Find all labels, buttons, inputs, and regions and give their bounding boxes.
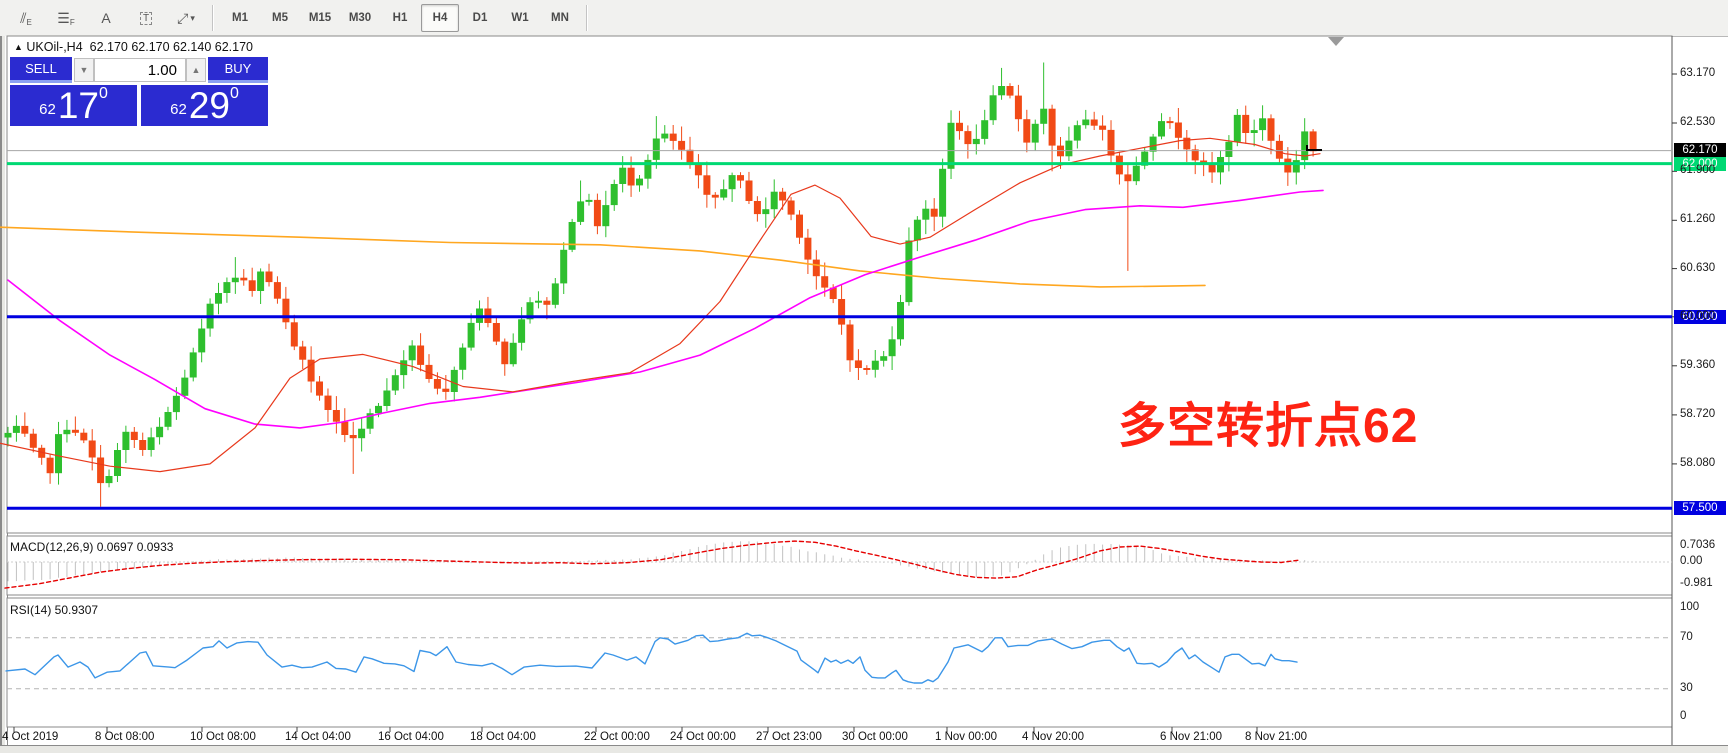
price-tick-label: 63.170: [1680, 67, 1716, 79]
ma-mid-line: [7, 189, 1324, 429]
timeframe-mn-button[interactable]: MN: [551, 12, 569, 24]
expand-arrow-icon: ▲: [14, 42, 23, 52]
timeframe-d1-button[interactable]: D1: [472, 12, 488, 24]
text-label-icon: A: [101, 10, 111, 26]
date-label: 10 Oct 08:00: [190, 731, 256, 743]
date-label: 8 Nov 21:00: [1245, 731, 1308, 743]
buy-button[interactable]: BUY: [208, 57, 268, 83]
price-tick-label: 59.360: [1680, 358, 1716, 371]
date-label: 24 Oct 00:00: [670, 731, 736, 743]
volume-decrease-button[interactable]: ▼: [74, 58, 94, 82]
level-badge-57-5: 57.500: [1674, 501, 1726, 515]
text-box-button[interactable]: T: [127, 4, 165, 32]
chart-annotation: 多空转折点62: [1118, 400, 1419, 453]
level-badge-60: 60.000: [1674, 310, 1726, 324]
timeframe-w1-button[interactable]: W1: [511, 12, 529, 24]
ma-fast-line: [0, 137, 1321, 473]
volume-increase-button[interactable]: ▲: [186, 58, 206, 82]
fibonacci-button[interactable]: ☰ F: [57, 9, 75, 27]
ma-slow-line: [0, 226, 1206, 288]
date-label: 14 Oct 04:00: [285, 731, 351, 743]
price-tick-label: 61.260: [1680, 213, 1716, 226]
sell-button[interactable]: SELL: [10, 57, 72, 83]
symbol-period: UKOil-,H4: [26, 40, 83, 54]
macd-label: MACD(12,26,9) 0.0697 0.0933: [10, 540, 174, 554]
toolbar-separator: [212, 5, 214, 31]
rsi-scale-0: 0: [1680, 710, 1687, 722]
level-badge-62: 62.000: [1674, 157, 1726, 171]
chart-title: ▲ UKOil-,H4 62.170 62.170 62.140 62.170: [14, 40, 253, 54]
toolbar-separator: [586, 5, 588, 31]
macd-signal-line: [4, 540, 1301, 589]
date-label: 4 Nov 20:00: [1022, 731, 1085, 743]
equidistant-channel-icon: ⫽: [20, 9, 27, 26]
arrows-icon: ⤢: [177, 9, 189, 26]
macd-scale-min: -0.981: [1680, 577, 1713, 589]
macd-scale-max: 0.7036: [1680, 539, 1716, 551]
text-box-icon: T: [139, 11, 153, 25]
price-tick-label: 58.720: [1680, 407, 1716, 420]
date-label: 16 Oct 04:00: [378, 731, 444, 743]
ohlc-values: 62.170 62.170 62.140 62.170: [89, 40, 253, 54]
timeframe-m15-button[interactable]: M15: [308, 12, 332, 24]
timeframe-h1-button[interactable]: H1: [392, 12, 408, 24]
date-label: 1 Nov 00:00: [935, 731, 998, 743]
volume-input[interactable]: [94, 58, 186, 82]
sell-price-display[interactable]: 62 17 0: [10, 85, 137, 126]
price-tick-label: 60.000: [1680, 309, 1716, 322]
timeframe-m5-button[interactable]: M5: [272, 12, 288, 24]
macd-panel: [6, 535, 1673, 596]
timeframe-m30-button[interactable]: M30: [348, 12, 372, 24]
timeframe-h4-button[interactable]: H4: [421, 4, 459, 32]
rsi-line: [5, 632, 1298, 684]
price-tick-label: 60.630: [1680, 261, 1716, 274]
arrows-button[interactable]: ⤢ ▾: [167, 4, 205, 32]
text-label-button[interactable]: A: [87, 4, 125, 32]
fibonacci-icon: ☰: [57, 9, 70, 26]
price-tick-label: 61.900: [1680, 164, 1716, 177]
rsi-scale-30: 30: [1680, 682, 1693, 694]
price-tick-label: 58.080: [1680, 456, 1716, 469]
rsi-label: RSI(14) 50.9307: [10, 603, 99, 617]
buy-price-display[interactable]: 62 29 0: [141, 85, 268, 126]
date-label: 22 Oct 00:00: [584, 731, 650, 743]
rsi-scale-70: 70: [1680, 631, 1693, 643]
price-tick-label: 62.530: [1680, 116, 1716, 129]
macd-scale-zero: 0.00: [1680, 555, 1703, 567]
rsi-scale-100: 100: [1680, 601, 1700, 613]
candles: [4, 62, 1317, 507]
date-label: 30 Oct 00:00: [842, 731, 908, 743]
date-label: 4 Oct 2019: [2, 731, 59, 743]
scroll-marker-icon[interactable]: [1328, 37, 1344, 46]
toolbar: ⫽ E ☰ F A T ⤢ ▾ M1 M5 M15 M30 H1 H4 D1 W1 MN: [0, 0, 1728, 37]
equidistant-channel-button[interactable]: ⫽ E: [20, 9, 32, 27]
window-frame-bottom: [0, 745, 1728, 753]
date-label: 6 Nov 21:00: [1160, 731, 1223, 743]
chevron-down-icon: ▾: [190, 12, 195, 23]
current-price-badge: 62.170: [1674, 143, 1726, 157]
date-label: 27 Oct 23:00: [756, 731, 822, 743]
date-label: 8 Oct 08:00: [95, 731, 155, 743]
date-label: 18 Oct 04:00: [470, 731, 536, 743]
timeframe-m1-button[interactable]: M1: [232, 12, 248, 24]
